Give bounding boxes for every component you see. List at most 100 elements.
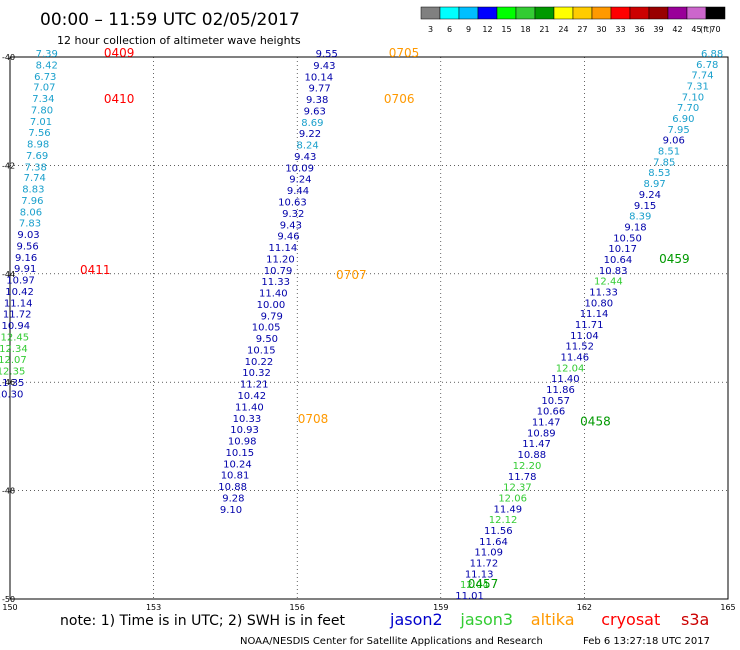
wave-height-value: 12.35 (0, 367, 25, 378)
legend-cryosat: cryosat (601, 610, 660, 629)
wave-height-value: 11.40 (551, 374, 580, 385)
wave-height-value: 9.22 (299, 129, 321, 140)
colorbar-label: 36 (634, 25, 644, 34)
wave-height-value: 9.28 (222, 493, 244, 504)
wave-height-value: 7.34 (32, 94, 54, 105)
colorbar-swatch (458, 6, 479, 20)
wave-height-value: 12.07 (0, 355, 27, 366)
wave-height-value: 10.30 (0, 389, 23, 400)
colorbar-label: 24 (558, 25, 568, 34)
wave-height-value: 9.55 (316, 49, 338, 60)
colorbar-swatch (629, 6, 650, 20)
wave-height-value: 8.24 (296, 141, 318, 152)
wave-height-value: 8.42 (36, 60, 58, 71)
time-label: 0705 (389, 46, 420, 60)
wave-height-value: 11.49 (494, 504, 523, 515)
wave-height-value: 8.51 (658, 147, 680, 158)
wave-height-value: 9.10 (220, 505, 242, 516)
wave-height-value: 10.33 (233, 414, 262, 425)
wave-height-value: 8.98 (27, 140, 49, 151)
wave-height-value: 9.50 (256, 334, 278, 345)
colorbar-label: 33 (615, 25, 625, 34)
wave-height-value: 9.44 (287, 186, 309, 197)
wave-height-value: 10.42 (237, 391, 266, 402)
wave-height-value: 6.78 (696, 60, 718, 71)
colorbar-swatch (439, 6, 460, 20)
colorbar-swatch (534, 6, 555, 20)
wave-height-value: 7.74 (691, 71, 713, 82)
wave-height-value: 10.17 (608, 244, 637, 255)
x-tick-label: 153 (146, 603, 161, 612)
x-tick-label: 162 (577, 603, 592, 612)
wave-height-value: 11.86 (546, 385, 575, 396)
wave-height-value: 8.39 (629, 212, 651, 223)
wave-height-value: 9.18 (624, 222, 646, 233)
wave-height-value: 9.16 (15, 253, 37, 264)
wave-height-value: 10.66 (537, 407, 566, 418)
colorbar-label: 39 (653, 25, 663, 34)
wave-height-value: 11.46 (561, 353, 590, 364)
wave-height-value: 11.01 (455, 591, 484, 602)
colorbar-label: 12 (482, 25, 492, 34)
wave-height-value: 7.85 (653, 157, 675, 168)
y-tick-label: -44 (2, 270, 15, 279)
wave-height-value: 10.15 (225, 448, 254, 459)
colorbar-label: 6 (447, 25, 452, 34)
colorbar-swatch (667, 6, 688, 20)
x-tick-label: 150 (2, 603, 17, 612)
wave-height-value: 9.43 (294, 152, 316, 163)
wave-height-value: 10.88 (218, 482, 247, 493)
chart-title: 00:00 – 11:59 UTC 02/05/2017 (40, 10, 300, 30)
wave-height-value: 11.35 (0, 378, 24, 389)
tick-labels: 150 153 156 159 162 165 -40 -42 -44 -46 -48 -50 (2, 53, 736, 612)
wave-height-value: 10.64 (604, 255, 633, 266)
wave-height-value: 10.57 (541, 396, 570, 407)
wave-height-value: 10.79 (264, 266, 293, 277)
colorbar-label: 21 (539, 25, 549, 34)
wave-height-value: 11.72 (3, 310, 32, 321)
wave-height-value: 6.88 (701, 49, 723, 60)
wave-height-value: 11.56 (484, 526, 513, 537)
colorbar-unit: (ft) (700, 25, 712, 34)
wave-height-value: 7.10 (682, 92, 704, 103)
wave-height-value: 10.50 (613, 233, 642, 244)
x-tick-label: 159 (433, 603, 448, 612)
x-tick-label: 165 (720, 603, 735, 612)
color-scale-bar: 3 6 9 12 15 18 21 24 27 30 33 36 39 42 45 70 (420, 6, 726, 34)
footer-timestamp: Feb 6 13:27:18 UTC 2017 (583, 636, 710, 647)
wave-height-value: 9.06 (663, 136, 685, 147)
wave-height-value: 10.88 (517, 450, 546, 461)
wave-height-value: 10.14 (304, 72, 333, 83)
y-tick-label: -40 (2, 53, 15, 62)
gridlines (10, 57, 728, 599)
wave-height-value: 7.96 (21, 196, 43, 207)
wave-height-value: 12.45 (1, 332, 30, 343)
wave-height-value: 12.12 (489, 515, 518, 526)
wave-height-value: 9.56 (16, 241, 38, 252)
wave-height-value: 11.21 (240, 380, 269, 391)
wave-height-value: 9.24 (639, 190, 661, 201)
wave-height-value: 7.38 (25, 162, 47, 173)
colorbar-swatch (477, 6, 498, 20)
wave-height-value: 9.46 (277, 232, 299, 243)
wave-height-value: 10.83 (599, 266, 628, 277)
wave-height-value: 9.03 (17, 230, 39, 241)
wave-height-value: 9.24 (289, 175, 311, 186)
wave-height-value: 10.89 (527, 428, 556, 439)
wave-height-value: 8.06 (20, 207, 42, 218)
time-label: 0459 (659, 252, 690, 266)
wave-height-value: 10.94 (1, 321, 30, 332)
time-label: 0411 (80, 263, 111, 277)
chart-subtitle: 12 hour collection of altimeter wave hei… (57, 34, 301, 47)
wave-height-value: 10.81 (221, 471, 250, 482)
wave-height-value: 12.37 (503, 483, 532, 494)
wave-height-value: 10.22 (245, 357, 274, 368)
wave-height-value: 12.04 (556, 363, 585, 374)
wave-height-value: 6.73 (34, 72, 56, 83)
wave-height-value: 11.14 (580, 309, 609, 320)
wave-height-value: 11.14 (269, 243, 298, 254)
legend-s3a: s3a (681, 610, 709, 629)
wave-height-value: 7.39 (36, 49, 58, 60)
colorbar-swatch (496, 6, 517, 20)
